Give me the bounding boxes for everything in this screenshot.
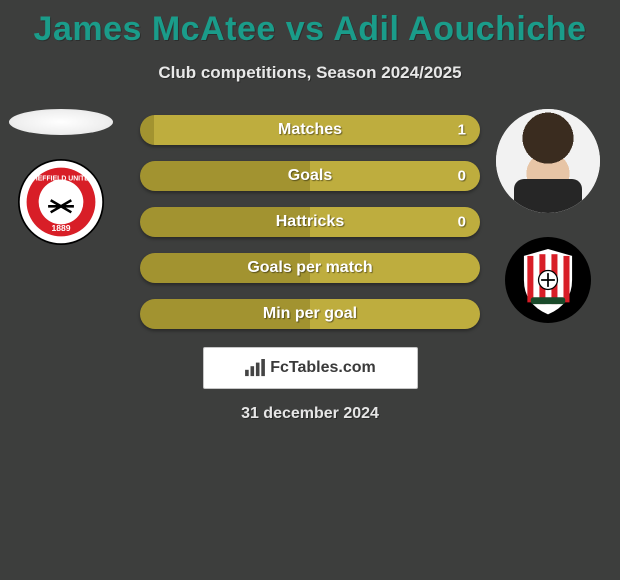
- stat-value-player2: 0: [458, 168, 466, 185]
- player1-column: SHEFFIELD UNITED 1889: [8, 109, 113, 245]
- stat-row: Goals per match: [140, 253, 480, 283]
- player2-face-icon: [496, 109, 600, 213]
- stat-label: Min per goal: [140, 305, 480, 323]
- stat-row: Goals0: [140, 161, 480, 191]
- watermark-text: FcTables.com: [270, 359, 376, 377]
- stats-list: Matches1Goals0Hattricks0Goals per matchM…: [140, 109, 480, 329]
- player2-column: [495, 109, 600, 323]
- player1-photo: [9, 109, 113, 135]
- date-text: 31 december 2024: [0, 405, 620, 423]
- page-title: James McAtee vs Adil Aouchiche: [0, 0, 620, 49]
- stat-value-player2: 0: [458, 214, 466, 231]
- svg-text:SHEFFIELD UNITED: SHEFFIELD UNITED: [28, 176, 94, 183]
- stat-row: Matches1: [140, 115, 480, 145]
- svg-text:1889: 1889: [51, 223, 70, 233]
- player2-club-badge: [505, 237, 591, 323]
- stat-label: Matches: [140, 121, 480, 139]
- stat-value-player2: 1: [458, 122, 466, 139]
- sunderland-badge-icon: [505, 237, 591, 323]
- player1-club-badge: SHEFFIELD UNITED 1889: [18, 159, 104, 245]
- watermark: FcTables.com: [203, 347, 418, 389]
- stat-row: Hattricks0: [140, 207, 480, 237]
- player2-photo: [496, 109, 600, 213]
- comparison-panel: SHEFFIELD UNITED 1889: [0, 109, 620, 423]
- stat-label: Goals: [140, 167, 480, 185]
- bar-chart-icon: [244, 359, 266, 377]
- stat-label: Goals per match: [140, 259, 480, 277]
- stat-label: Hattricks: [140, 213, 480, 231]
- subtitle: Club competitions, Season 2024/2025: [0, 63, 620, 83]
- sheffield-united-badge-icon: SHEFFIELD UNITED 1889: [18, 159, 104, 245]
- stat-row: Min per goal: [140, 299, 480, 329]
